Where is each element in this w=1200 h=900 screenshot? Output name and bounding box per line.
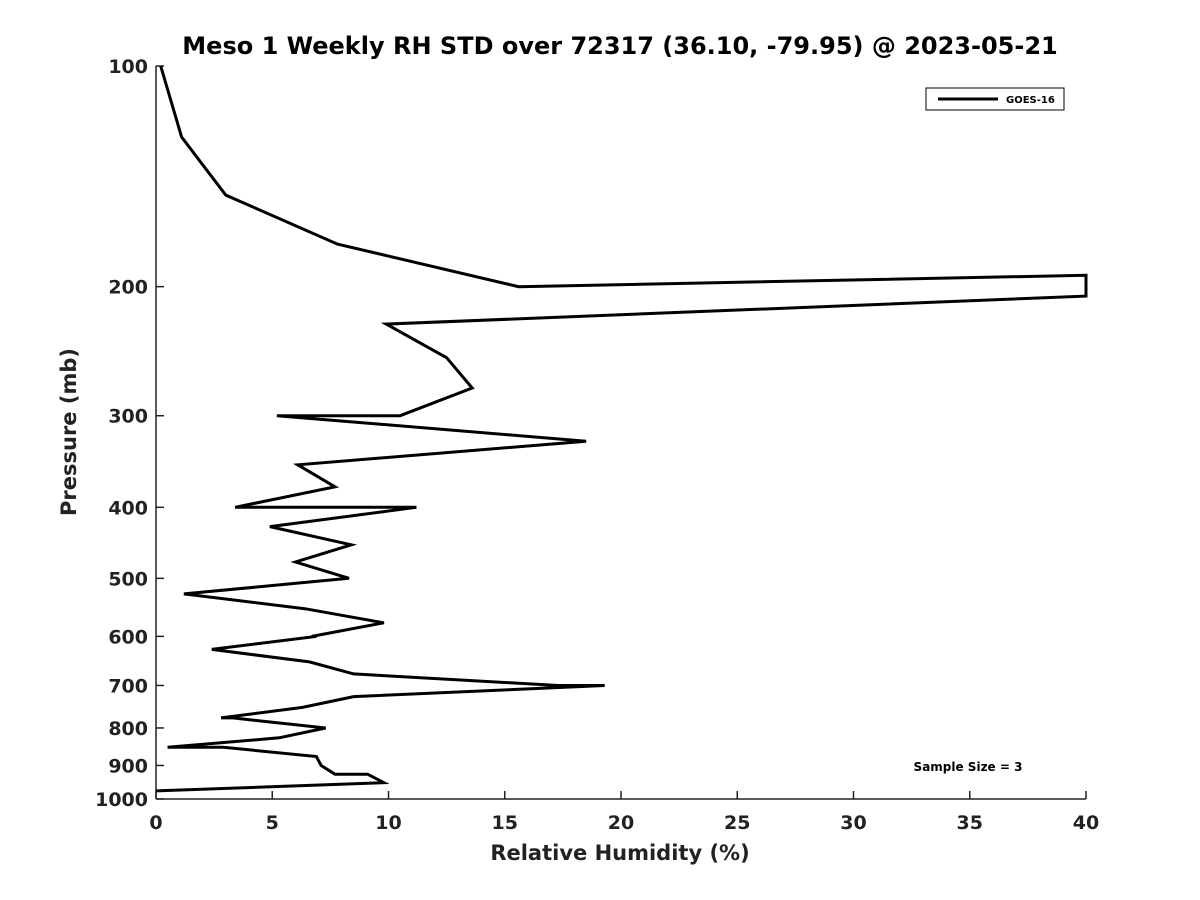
y-tick-label: 1000 — [95, 789, 148, 811]
x-tick-label: 25 — [724, 812, 750, 834]
y-tick-label: 500 — [108, 568, 148, 590]
x-tick-label: 10 — [375, 812, 401, 834]
x-tick-label: 30 — [840, 812, 866, 834]
x-tick-label: 35 — [957, 812, 983, 834]
y-tick-label: 100 — [108, 56, 148, 78]
x-ticks: 0 5 10 15 20 25 30 35 40 — [149, 791, 1099, 834]
x-tick-label: 5 — [266, 812, 279, 834]
x-tick-label: 20 — [608, 812, 634, 834]
x-tick-label: 15 — [492, 812, 518, 834]
y-axis-label: Pressure (mb) — [57, 348, 81, 516]
y-ticks: 100 200 300 400 500 600 700 800 900 1000 — [95, 56, 164, 811]
y-tick-label: 200 — [108, 277, 148, 299]
y-tick-label: 900 — [108, 755, 148, 777]
plot-area — [155, 66, 1086, 800]
y-tick-label: 300 — [108, 406, 148, 428]
y-tick-label: 600 — [108, 626, 148, 648]
legend: GOES-16 — [925, 87, 1065, 111]
x-tick-label: 40 — [1073, 812, 1099, 834]
series-layer — [155, 65, 1088, 793]
chart-title: Meso 1 Weekly RH STD over 72317 (36.10, … — [182, 32, 1057, 60]
sample-size-annotation: Sample Size = 3 — [914, 760, 1023, 774]
x-axis-label: Relative Humidity (%) — [490, 841, 749, 865]
y-tick-label: 700 — [108, 675, 148, 697]
y-tick-label: 400 — [108, 497, 148, 519]
y-tick-label: 800 — [108, 718, 148, 740]
series-line-goes-16 — [155, 65, 1088, 793]
x-tick-label: 0 — [149, 812, 162, 834]
legend-entry-goes-16: GOES-16 — [1006, 95, 1055, 106]
